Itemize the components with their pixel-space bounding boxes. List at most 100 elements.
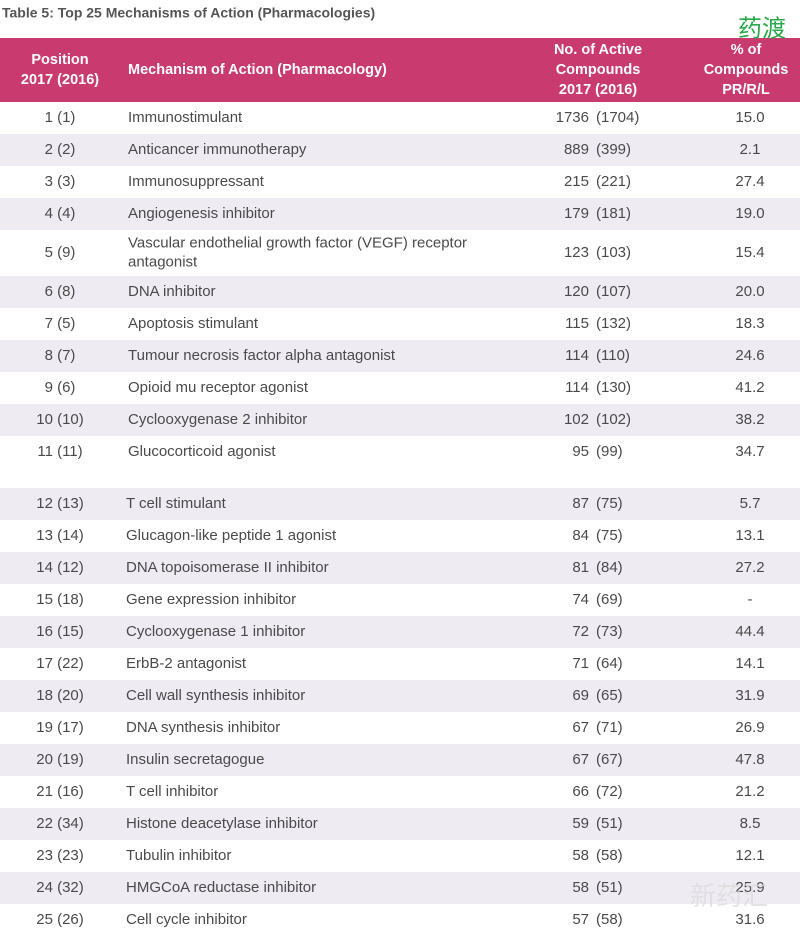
percent: 15.4: [735, 244, 764, 261]
percent: 15.0: [735, 109, 764, 126]
compounds-2016: (64): [596, 655, 623, 672]
mechanism: Glucocorticoid agonist: [128, 443, 276, 460]
compounds-2017: 95: [572, 443, 589, 460]
compounds-2017: 57: [572, 911, 589, 928]
watermark: 药渡: [738, 15, 786, 42]
row-shade: [0, 134, 800, 166]
mechanism: Cell cycle inhibitor: [126, 911, 247, 928]
position: 8 (7): [45, 347, 76, 364]
mechanism: DNA synthesis inhibitor: [126, 719, 280, 736]
row-shade: [0, 616, 800, 648]
compounds-2016: (181): [596, 205, 631, 222]
row-shade: [0, 488, 800, 520]
position: 18 (20): [36, 687, 84, 704]
compounds-2017: 72: [572, 623, 589, 640]
mechanism: Histone deacetylase inhibitor: [126, 815, 318, 832]
mechanism: Anticancer immunotherapy: [128, 141, 307, 158]
compounds-2017: 81: [572, 559, 589, 576]
mechanism: Cyclooxygenase 2 inhibitor: [128, 411, 307, 428]
compounds-2017: 59: [572, 815, 589, 832]
compounds-2016: (58): [596, 911, 623, 928]
compounds-2017: 215: [564, 173, 589, 190]
compounds-2017: 58: [572, 879, 589, 896]
compounds-2017: 58: [572, 847, 589, 864]
mechanism: Glucagon-like peptide 1 agonist: [126, 527, 337, 544]
compounds-2016: (107): [596, 283, 631, 300]
percent: 25.9: [735, 879, 764, 896]
percent: 47.8: [735, 751, 764, 768]
percent: 21.2: [735, 783, 764, 800]
compounds-2017: 69: [572, 687, 589, 704]
compounds-2016: (221): [596, 173, 631, 190]
percent: 44.4: [735, 623, 764, 640]
percent: 12.1: [735, 847, 764, 864]
watermark: 新药汇: [690, 881, 768, 911]
compounds-2017: 179: [564, 205, 589, 222]
percent: 18.3: [735, 315, 764, 332]
position: 1 (1): [45, 109, 76, 126]
compounds-2016: (110): [596, 347, 630, 364]
position: 6 (8): [45, 283, 76, 300]
header-cell: Compounds: [704, 62, 789, 78]
mechanism: T cell inhibitor: [126, 783, 218, 800]
mechanism: Tumour necrosis factor alpha antagonist: [128, 347, 396, 364]
row-shade: [0, 552, 800, 584]
compounds-2016: (58): [596, 847, 623, 864]
compounds-2017: 114: [565, 347, 589, 364]
position: 24 (32): [36, 879, 84, 896]
compounds-2016: (73): [596, 623, 623, 640]
position: 9 (6): [45, 379, 76, 396]
mechanism: Gene expression inhibitor: [126, 591, 296, 608]
compounds-2016: (69): [596, 591, 623, 608]
row-shade: [0, 276, 800, 308]
percent: 8.5: [740, 815, 761, 832]
mechanism: Immunostimulant: [128, 109, 243, 126]
header-cell: Mechanism of Action (Pharmacology): [128, 62, 387, 78]
row-shade: [0, 680, 800, 712]
compounds-2017: 84: [572, 527, 589, 544]
row-shade: [0, 872, 800, 904]
compounds-2016: (102): [596, 411, 631, 428]
position: 5 (9): [45, 244, 76, 261]
percent: 34.7: [735, 443, 764, 460]
compounds-2016: (99): [596, 443, 623, 460]
compounds-2016: (72): [596, 783, 623, 800]
percent: 38.2: [735, 411, 764, 428]
mechanism: antagonist: [128, 253, 198, 270]
compounds-2016: (65): [596, 687, 623, 704]
percent: 14.1: [735, 655, 764, 672]
title: Table 5: Top 25 Mechanisms of Action (Ph…: [2, 5, 375, 21]
position: 25 (26): [36, 911, 84, 928]
position: 21 (16): [36, 783, 84, 800]
percent: 27.4: [735, 173, 764, 190]
mechanism: HMGCoA reductase inhibitor: [126, 879, 316, 896]
compounds-2016: (130): [596, 379, 631, 396]
percent: 24.6: [735, 347, 764, 364]
mechanism: Angiogenesis inhibitor: [128, 205, 275, 222]
compounds-2016: (103): [596, 244, 631, 261]
header-cell: % of: [731, 42, 762, 58]
position: 2 (2): [45, 141, 76, 158]
percent: 27.2: [735, 559, 764, 576]
compounds-2017: 67: [572, 719, 589, 736]
position: 13 (14): [36, 527, 84, 544]
position: 12 (13): [36, 495, 84, 512]
compounds-2017: 66: [572, 783, 589, 800]
position: 3 (3): [45, 173, 76, 190]
compounds-2017: 123: [564, 244, 589, 261]
compounds-2016: (67): [596, 751, 623, 768]
header-band: [0, 38, 800, 102]
percent: 31.6: [735, 911, 764, 928]
compounds-2017: 120: [564, 283, 589, 300]
compounds-2016: (51): [596, 879, 623, 896]
position: 7 (5): [45, 315, 76, 332]
mechanism: DNA topoisomerase II inhibitor: [126, 559, 329, 576]
header-cell: 2017 (2016): [559, 82, 637, 98]
row-shade: [0, 744, 800, 776]
position: 23 (23): [36, 847, 84, 864]
mechanism: Apoptosis stimulant: [128, 315, 259, 332]
row-shade: [0, 808, 800, 840]
mechanism: T cell stimulant: [126, 495, 227, 512]
compounds-2017: 115: [565, 315, 589, 332]
